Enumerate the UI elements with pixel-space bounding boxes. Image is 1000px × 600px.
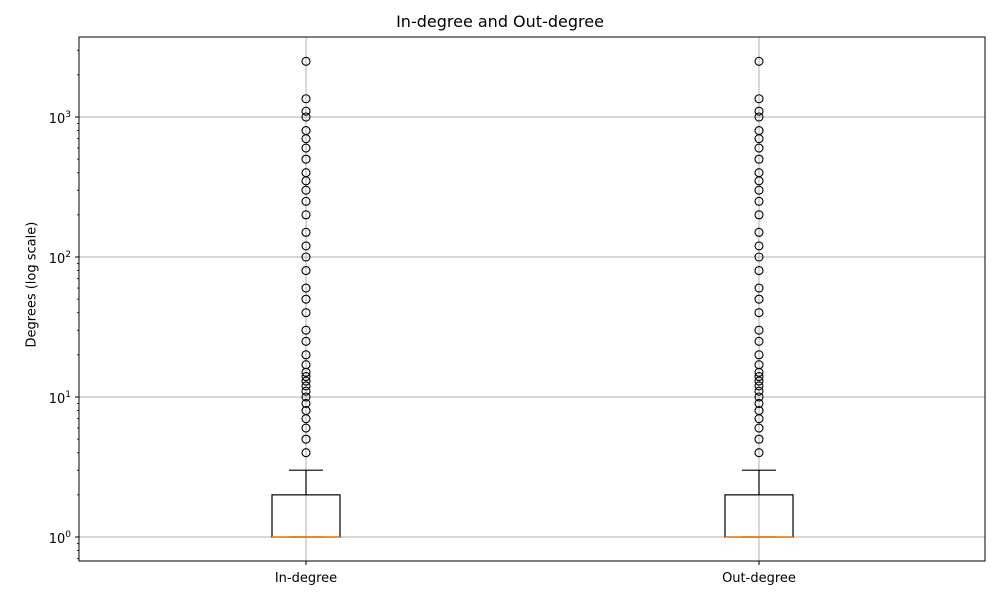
outlier-point	[754, 376, 764, 386]
outlier-point	[754, 168, 764, 178]
outlier-point	[301, 406, 311, 416]
outlier-point	[754, 283, 764, 293]
outlier-point	[754, 336, 764, 346]
outlier-point	[301, 392, 311, 402]
outlier-point	[754, 350, 764, 360]
outlier-point	[754, 371, 764, 382]
outlier-point	[754, 381, 764, 391]
outlier-point	[301, 423, 311, 433]
outlier-point	[301, 241, 311, 251]
outlier-point	[754, 56, 764, 66]
outlier-point	[301, 185, 311, 195]
outlier-point	[301, 168, 311, 178]
outlier-point	[301, 106, 311, 116]
outlier-point	[301, 266, 311, 276]
outlier-point	[754, 434, 764, 444]
outlier-point	[754, 360, 764, 370]
outlier-point	[301, 308, 311, 318]
outlier-point	[754, 423, 764, 433]
outlier-point	[301, 126, 311, 136]
plot-frame	[78, 36, 986, 562]
outlier-point	[301, 196, 311, 206]
y-tick-label-base: 10	[49, 532, 66, 547]
outlier-point	[301, 360, 311, 370]
grid-lines	[79, 37, 985, 561]
outlier-point	[301, 325, 311, 335]
y-tick-label: 101	[49, 390, 71, 407]
outlier-point	[754, 94, 764, 104]
outlier-point	[301, 371, 311, 382]
outlier-point	[754, 196, 764, 206]
box-group-out-degree	[724, 56, 794, 538]
outlier-point	[301, 143, 311, 153]
outlier-point	[754, 210, 764, 220]
outlier-point	[754, 227, 764, 237]
outlier-point	[301, 398, 311, 408]
outlier-point	[301, 210, 311, 220]
y-tick-label-exponent: 2	[65, 250, 71, 260]
outlier-point	[754, 252, 764, 262]
y-tick-label-base: 10	[49, 112, 66, 127]
outlier-point	[754, 266, 764, 276]
outlier-point	[754, 126, 764, 136]
outlier-point	[301, 294, 311, 304]
outlier-point	[301, 94, 311, 104]
y-tick-label-base: 10	[49, 252, 66, 267]
outlier-point	[301, 283, 311, 293]
outlier-point	[754, 185, 764, 195]
outlier-point	[754, 398, 764, 408]
outlier-point	[301, 154, 311, 164]
outlier-point	[301, 56, 311, 66]
outlier-point	[301, 112, 311, 122]
outlier-point	[301, 350, 311, 360]
y-tick-label-exponent: 3	[65, 110, 71, 120]
outlier-point	[754, 154, 764, 164]
outlier-point	[754, 406, 764, 416]
outlier-point	[301, 434, 311, 444]
x-axis: In-degree Out-degree	[275, 561, 796, 586]
outlier-point	[301, 336, 311, 346]
outlier-point	[301, 252, 311, 262]
outlier-point	[754, 106, 764, 116]
outlier-point	[754, 112, 764, 122]
box-group-in-degree	[271, 56, 341, 538]
outlier-point	[754, 308, 764, 318]
outlier-point	[301, 227, 311, 237]
x-tick-label: In-degree	[275, 571, 337, 586]
x-tick-label: Out-degree	[722, 571, 796, 586]
outlier-point	[301, 381, 311, 391]
outlier-point	[754, 294, 764, 304]
y-tick-label: 102	[49, 250, 71, 267]
outlier-point	[301, 386, 311, 396]
y-tick-label-exponent: 0	[65, 530, 71, 540]
outlier-point	[754, 448, 764, 458]
chart-title: In-degree and Out-degree	[396, 12, 604, 31]
outlier-point	[301, 376, 311, 386]
y-tick-label: 100	[49, 530, 72, 547]
outlier-point	[754, 241, 764, 251]
outlier-point	[754, 325, 764, 335]
y-tick-label-base: 10	[49, 392, 66, 407]
outlier-point	[754, 143, 764, 153]
outlier-point	[301, 448, 311, 458]
outlier-point	[754, 392, 764, 402]
y-tick-label: 103	[49, 110, 71, 127]
y-tick-label-exponent: 1	[65, 390, 71, 400]
outlier-point	[754, 386, 764, 396]
